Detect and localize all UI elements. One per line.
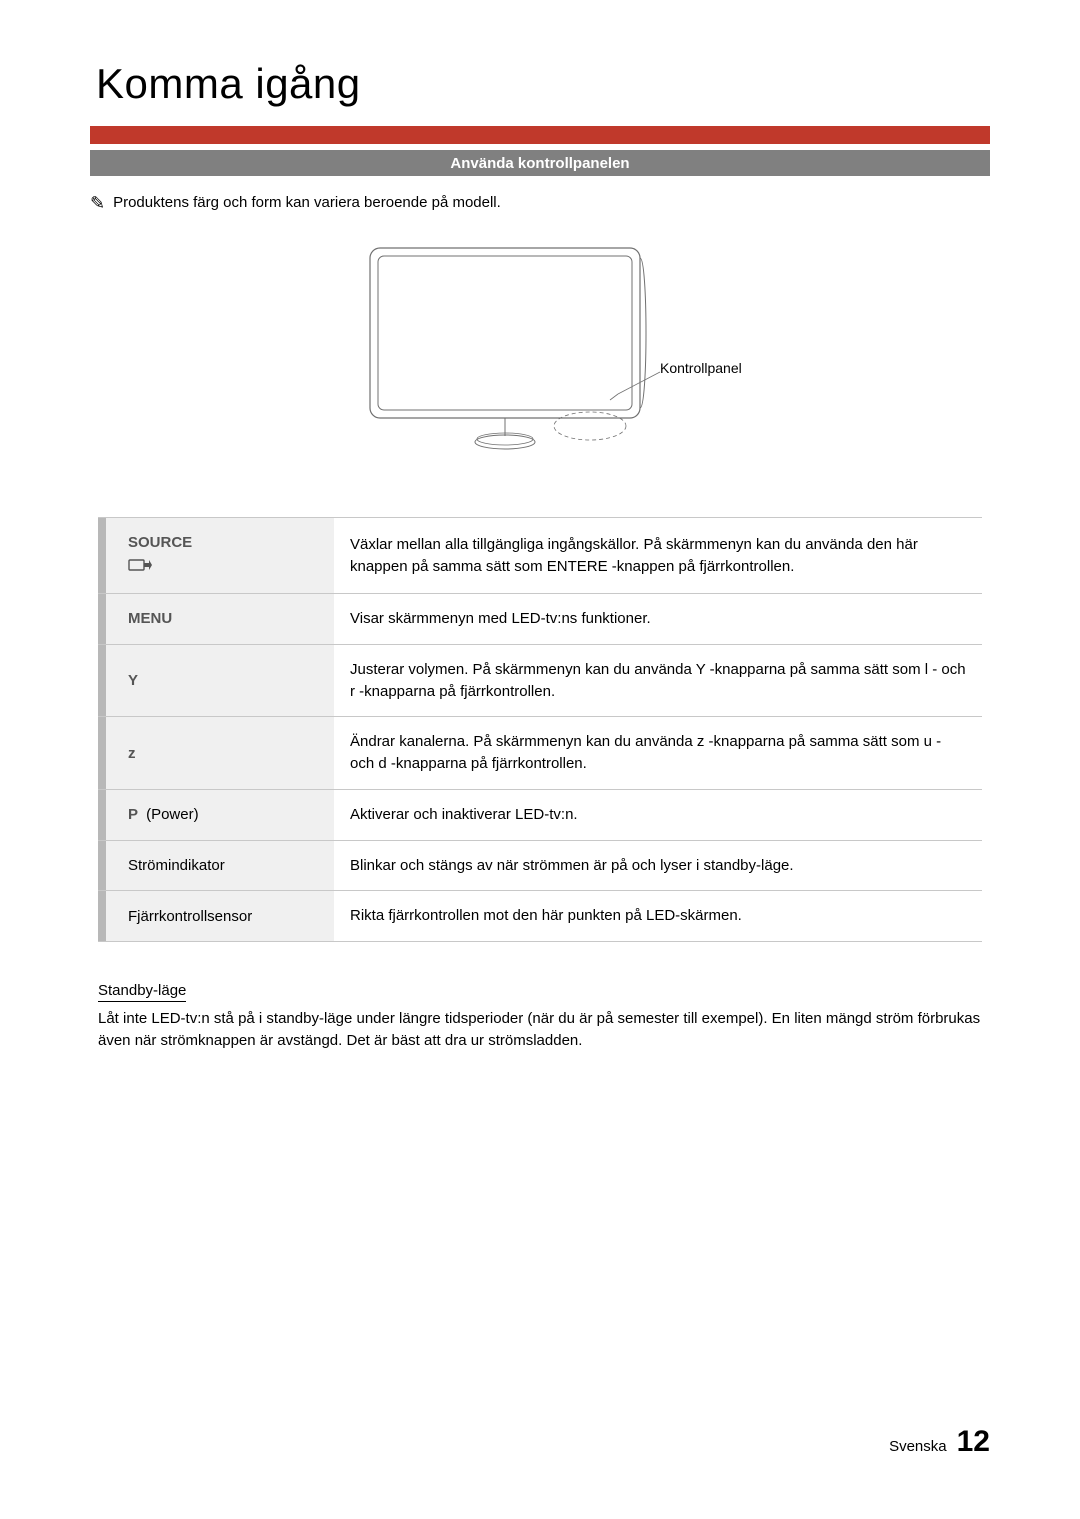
tv-wrap: Kontrollpanel <box>360 242 720 467</box>
label-text: z <box>128 743 322 764</box>
red-divider-bar <box>90 126 990 144</box>
manual-page: Komma igång Använda kontrollpanelen ✎ Pr… <box>0 0 1080 1092</box>
page-footer: Svenska 12 <box>889 1425 990 1459</box>
row-description: Justerar volymen. På skärmmenyn kan du a… <box>334 645 982 717</box>
row-accent-bar <box>98 645 106 717</box>
label-text: Strömindikator <box>128 855 322 876</box>
row-label: SOURCE <box>106 518 334 593</box>
row-label: Strömindikator <box>106 841 334 891</box>
table-row: SOURCE Växlar mellan alla tillgängliga i… <box>98 517 982 594</box>
row-label: Fjärrkontrollsensor <box>106 891 334 941</box>
row-description: Blinkar och stängs av när strömmen är på… <box>334 841 982 891</box>
row-label: z <box>106 717 334 789</box>
page-title: Komma igång <box>90 60 990 108</box>
row-accent-bar <box>98 841 106 891</box>
label-text: SOURCE <box>128 532 322 553</box>
tv-svg <box>360 242 720 462</box>
label-text: Y <box>128 670 322 691</box>
row-description: Växlar mellan alla tillgängliga ingångsk… <box>334 518 982 593</box>
callout-label: Kontrollpanel <box>660 360 742 376</box>
table-row: Fjärrkontrollsensor Rikta fjärrkontrolle… <box>98 891 982 942</box>
table-row: z Ändrar kanalerna. På skärmmenyn kan du… <box>98 717 982 790</box>
row-label: Y <box>106 645 334 717</box>
row-accent-bar <box>98 518 106 593</box>
table-row: P (Power) Aktiverar och inaktiverar LED-… <box>98 790 982 841</box>
table-row: MENU Visar skärmmenyn med LED-tv:ns funk… <box>98 594 982 645</box>
row-description: Aktiverar och inaktiverar LED-tv:n. <box>334 790 982 840</box>
tv-illustration: Kontrollpanel <box>90 242 990 467</box>
standby-section: Standby-läge Låt inte LED-tv:n stå på i … <box>98 982 982 1052</box>
footer-page-number: 12 <box>957 1425 990 1459</box>
note-icon: ✎ <box>90 194 105 212</box>
standby-title: Standby-läge <box>98 982 186 1002</box>
source-icon <box>128 557 322 579</box>
row-accent-bar <box>98 891 106 941</box>
table-row: Strömindikator Blinkar och stängs av när… <box>98 841 982 892</box>
row-accent-bar <box>98 594 106 644</box>
standby-text: Låt inte LED-tv:n stå på i standby-läge … <box>98 1008 982 1052</box>
label-text: MENU <box>128 608 322 629</box>
label-text: Fjärrkontrollsensor <box>128 906 322 927</box>
row-label: MENU <box>106 594 334 644</box>
control-table: SOURCE Växlar mellan alla tillgängliga i… <box>98 517 982 942</box>
note-text: Produktens färg och form kan variera ber… <box>113 194 501 211</box>
row-accent-bar <box>98 717 106 789</box>
note-row: ✎ Produktens färg och form kan variera b… <box>90 194 990 212</box>
section-heading-bar: Använda kontrollpanelen <box>90 150 990 176</box>
row-description: Ändrar kanalerna. På skärmmenyn kan du a… <box>334 717 982 789</box>
footer-language: Svenska <box>889 1438 947 1455</box>
table-row: Y Justerar volymen. På skärmmenyn kan du… <box>98 645 982 718</box>
label-text: P <box>128 806 138 823</box>
row-label: P (Power) <box>106 790 334 840</box>
section-heading: Använda kontrollpanelen <box>450 155 629 172</box>
row-description: Rikta fjärrkontrollen mot den här punkte… <box>334 891 982 941</box>
row-accent-bar <box>98 790 106 840</box>
label-extra: (Power) <box>146 806 199 823</box>
row-description: Visar skärmmenyn med LED-tv:ns funktione… <box>334 594 982 644</box>
